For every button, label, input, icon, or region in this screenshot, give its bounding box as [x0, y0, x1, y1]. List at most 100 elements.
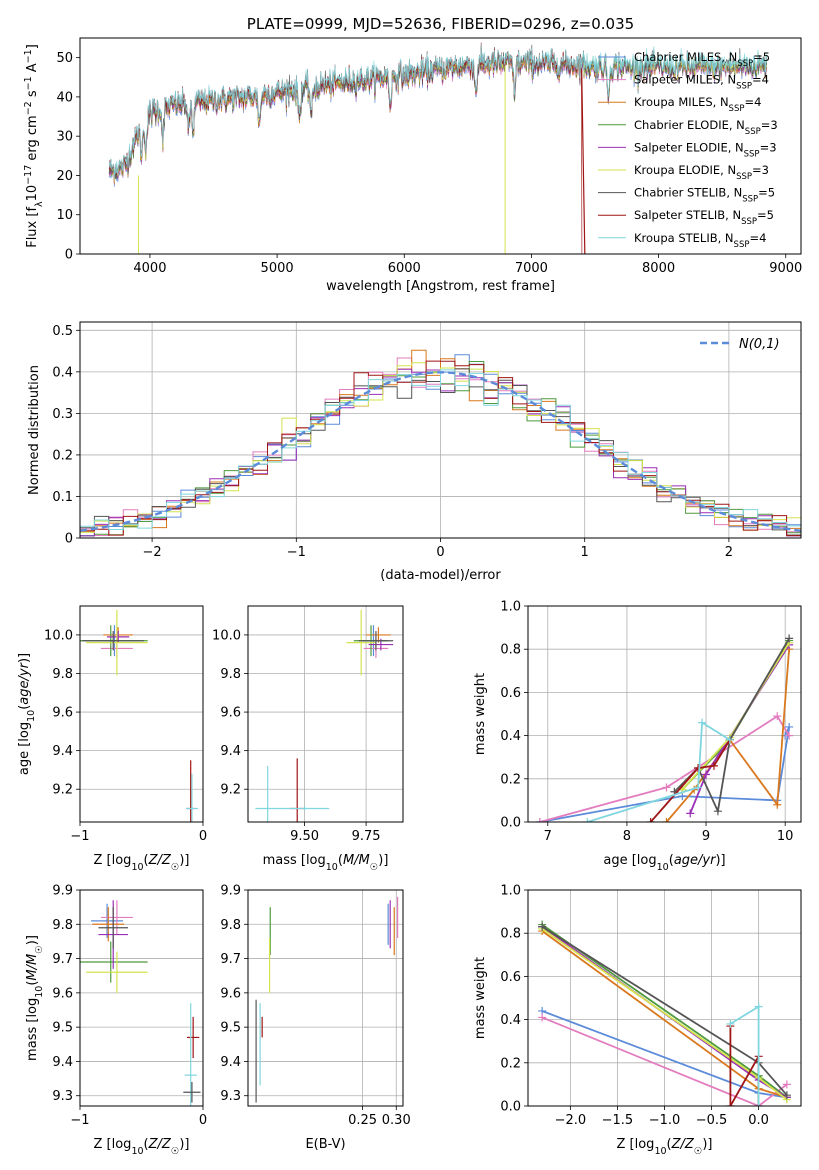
- x-tick-label: −0.5: [696, 1113, 728, 1128]
- weight-marker: [686, 809, 695, 818]
- y-axis-label: age [log10(age/yr)]: [17, 653, 37, 775]
- y-tick-label: 0: [65, 532, 73, 547]
- weight-marker: [726, 1019, 735, 1028]
- panel-4: 9.50 9.75 9.2 9.4 9.6 9.8 10.0 mass [log10(M/M☉…: [212, 605, 404, 873]
- legend: N(0,1): [700, 337, 780, 352]
- plot-area: [80, 606, 203, 822]
- x-tick-label: 9: [702, 829, 710, 844]
- y-tick-label: 0.1: [52, 490, 73, 505]
- y-tick-label: 9.3: [220, 1089, 241, 1104]
- legend-entry: Chabrier MILES, NSSP=5: [634, 50, 770, 69]
- y-tick-label: 9.5: [52, 1021, 73, 1036]
- y-tick-label: 9.5: [220, 1021, 241, 1036]
- x-tick-label: 7: [544, 829, 552, 844]
- x-axis-label: mass [log10(M/M☉)]: [263, 853, 389, 873]
- x-tick-label: −2: [143, 545, 162, 560]
- weight-series: [539, 726, 790, 822]
- x-tick-label: −2.0: [555, 1113, 587, 1128]
- weight-marker: [754, 1002, 763, 1011]
- x-axis-label: wavelength [Angstrom, rest frame]: [326, 279, 555, 294]
- y-tick-label: 10.0: [212, 628, 241, 643]
- y-tick-label: 0.5: [52, 324, 73, 339]
- y-tick-label: 9.8: [52, 918, 73, 933]
- y-tick-label: 0.8: [500, 643, 521, 658]
- weight-marker: [725, 735, 734, 744]
- y-tick-label: 50: [56, 51, 73, 66]
- histogram-series: [80, 369, 801, 538]
- x-tick-label: 0: [199, 1113, 207, 1128]
- chart-title: PLATE=0999, MJD=52636, FIBERID=0296, z=0…: [247, 15, 634, 33]
- x-tick-label: 9.75: [352, 829, 381, 844]
- plot-area: [528, 606, 801, 822]
- weight-marker: [754, 1102, 763, 1106]
- y-tick-label: 9.4: [52, 1055, 73, 1070]
- x-axis-label: Z [log10(Z/Z☉)]: [94, 1137, 190, 1157]
- weight-marker: [782, 1080, 791, 1089]
- weight-marker: [698, 718, 707, 727]
- y-tick-label: 9.7: [52, 952, 73, 967]
- x-tick-label: −1: [70, 829, 89, 844]
- histogram-series: [80, 360, 801, 538]
- legend-entry: Salpeter MILES, NSSP=4: [634, 73, 769, 92]
- legend-entry: Chabrier ELODIE, NSSP=3: [634, 118, 778, 137]
- axes-frame: [527, 605, 802, 823]
- weight-marker: [713, 807, 722, 816]
- y-tick-label: 0.0: [500, 1100, 521, 1115]
- weight-marker: [785, 634, 794, 643]
- panel-7: 0.25 0.30 9.3 9.4 9.5 9.6 9.7 9.8 9.9 E(B-V): [220, 884, 410, 1153]
- normal-curve: [80, 371, 801, 532]
- x-tick-label: 2: [725, 545, 733, 560]
- weight-marker: [694, 764, 703, 772]
- weight-series: [673, 637, 790, 815]
- x-tick-label: 8: [623, 829, 631, 844]
- panel-1: 4000 5000 6000 7000 8000 9000 0 10 20 30 40 50 PLATE…: [23, 15, 803, 294]
- weight-marker: [782, 1091, 791, 1100]
- x-tick-label: 0: [436, 545, 444, 560]
- plot-area: [80, 322, 801, 538]
- x-tick-label: 0: [199, 829, 207, 844]
- axes-frame: [79, 605, 204, 823]
- y-tick-label: 9.3: [52, 1089, 73, 1104]
- y-tick-label: 10: [56, 208, 73, 223]
- x-tick-label: 10: [777, 829, 794, 844]
- x-tick-label: 6000: [388, 261, 421, 276]
- y-tick-label: 0: [65, 248, 73, 263]
- weight-marker: [662, 783, 671, 792]
- y-axis-label: mass [log10(M/M☉)]: [25, 935, 45, 1061]
- y-axis-label: mass weight: [473, 673, 488, 755]
- y-tick-label: 9.8: [220, 918, 241, 933]
- x-tick-label: 0.25: [348, 1113, 377, 1128]
- x-axis-label: Z [log10(Z/Z☉)]: [617, 1137, 713, 1157]
- weight-marker: [646, 818, 655, 822]
- panel-6: −1 0 9.3 9.4 9.5 9.6 9.7 9.8 9.9 Z [log10(Z/Z☉)] m…: [25, 884, 207, 1157]
- axes-frame: [247, 889, 404, 1107]
- y-tick-label: 0.4: [500, 1013, 521, 1028]
- legend-entry: Kroupa MILES, NSSP=4: [634, 95, 761, 114]
- x-tick-label: 8000: [642, 261, 675, 276]
- x-tick-label: 0.30: [382, 1113, 411, 1128]
- legend-entry: N(0,1): [739, 337, 780, 352]
- y-tick-label: 0.6: [500, 686, 521, 701]
- panel-5: 7 8 9 10 0.0 0.2 0.4 0.6 0.8 1.0 mass weight age [l…: [473, 600, 802, 873]
- y-tick-label: 1.0: [500, 884, 521, 899]
- x-axis-label: (data-model)/error: [380, 568, 501, 583]
- weight-marker: [535, 818, 544, 822]
- x-tick-label: 9000: [769, 261, 802, 276]
- spike: [581, 69, 586, 254]
- weight-marker: [709, 761, 718, 770]
- legend-entry: Kroupa ELODIE, NSSP=3: [634, 163, 769, 182]
- y-tick-label: 0.2: [500, 1056, 521, 1071]
- y-tick-label: 0.8: [500, 927, 521, 942]
- y-tick-label: 1.0: [500, 600, 521, 615]
- legend-entry: Chabrier STELIB, NSSP=5: [634, 186, 775, 205]
- y-tick-label: 9.6: [52, 986, 73, 1001]
- weight-marker: [773, 800, 782, 809]
- weight-marker: [702, 770, 711, 779]
- y-tick-label: 0.2: [52, 448, 73, 463]
- y-tick-label: 0.2: [500, 772, 521, 787]
- panel-3: −1 0 9.2 9.4 9.6 9.8 10.0 Z [log10(Z/Z☉)] age [l…: [17, 605, 207, 873]
- y-tick-label: 9.6: [52, 706, 73, 721]
- x-tick-label: 1: [581, 545, 589, 560]
- axes-frame: [79, 37, 802, 255]
- legend-entry: Salpeter ELODIE, NSSP=3: [634, 140, 777, 159]
